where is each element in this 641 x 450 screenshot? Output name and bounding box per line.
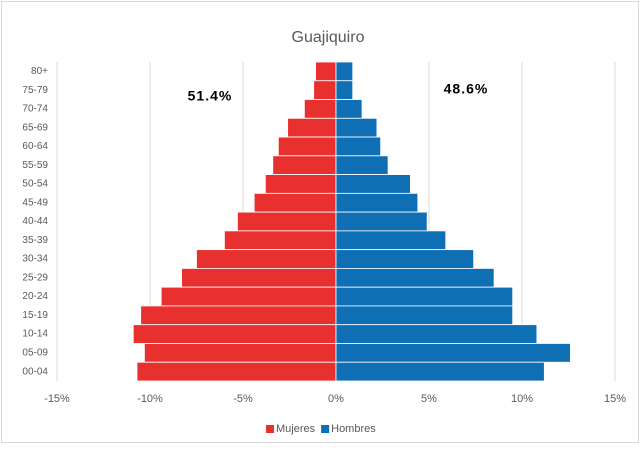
- bar: [237, 211, 337, 232]
- legend-swatch: [321, 425, 330, 433]
- y-tick-label: 15-19: [22, 310, 48, 321]
- bar: [335, 324, 538, 344]
- bar: [335, 211, 428, 232]
- bar: [264, 174, 337, 194]
- bar: [335, 117, 378, 138]
- bar: [335, 249, 475, 269]
- y-tick-label: 55-59: [22, 160, 48, 171]
- y-tick-label: 70-74: [22, 104, 48, 115]
- y-tick-label: 00-04: [22, 366, 48, 377]
- bar: [160, 286, 337, 307]
- y-tick-label: 20-24: [22, 291, 48, 302]
- x-tick-label: -15%: [44, 393, 70, 405]
- y-tick-label: 60-64: [22, 141, 48, 152]
- y-tick-label: 30-34: [22, 254, 48, 265]
- bar: [132, 324, 337, 344]
- y-tick-label: 35-39: [22, 235, 48, 246]
- bar: [277, 136, 337, 157]
- bar: [287, 117, 337, 138]
- bar: [223, 230, 337, 251]
- bar: [313, 80, 337, 100]
- bar: [335, 286, 514, 307]
- bar: [335, 230, 447, 251]
- legend-label: Hombres: [331, 423, 376, 435]
- y-tick-label: 50-54: [22, 179, 48, 190]
- bar: [272, 155, 337, 175]
- y-tick-label: 40-44: [22, 216, 48, 227]
- bar: [335, 268, 495, 288]
- bar: [335, 155, 389, 175]
- x-tick-label: -5%: [233, 393, 253, 405]
- bar: [335, 174, 411, 194]
- y-tick-label: 05-09: [22, 347, 48, 358]
- bar: [335, 305, 514, 326]
- bar: [315, 61, 337, 82]
- bar: [335, 99, 363, 119]
- x-tick-label: 0%: [328, 393, 344, 405]
- bar: [335, 361, 545, 382]
- chart-title: Guajiquiro: [292, 29, 365, 46]
- annotation: 51.4%: [188, 88, 233, 104]
- bar: [196, 249, 337, 269]
- bar: [136, 361, 337, 382]
- y-tick-label: 25-29: [22, 272, 48, 283]
- y-tick-label: 75-79: [22, 85, 48, 96]
- annotation: 48.6%: [444, 81, 489, 97]
- bar: [335, 61, 354, 82]
- bar: [335, 80, 354, 100]
- x-tick-label: 5%: [421, 393, 437, 405]
- x-tick-label: 10%: [511, 393, 533, 405]
- x-tick-label: 15%: [604, 393, 626, 405]
- y-tick-label: 65-69: [22, 122, 48, 133]
- y-tick-label: 45-49: [22, 197, 48, 208]
- bar: [253, 192, 337, 213]
- bar: [335, 136, 382, 157]
- bar: [181, 268, 337, 288]
- legend-swatch: [266, 425, 274, 433]
- x-tick-label: -10%: [137, 393, 163, 405]
- y-tick-label: 80+: [31, 66, 48, 77]
- bar: [335, 192, 419, 213]
- y-tick-label: 10-14: [22, 329, 48, 340]
- bar: [144, 343, 337, 363]
- bar: [140, 305, 337, 326]
- bar: [303, 99, 337, 119]
- bar: [335, 343, 571, 363]
- legend-label: Mujeres: [276, 423, 316, 435]
